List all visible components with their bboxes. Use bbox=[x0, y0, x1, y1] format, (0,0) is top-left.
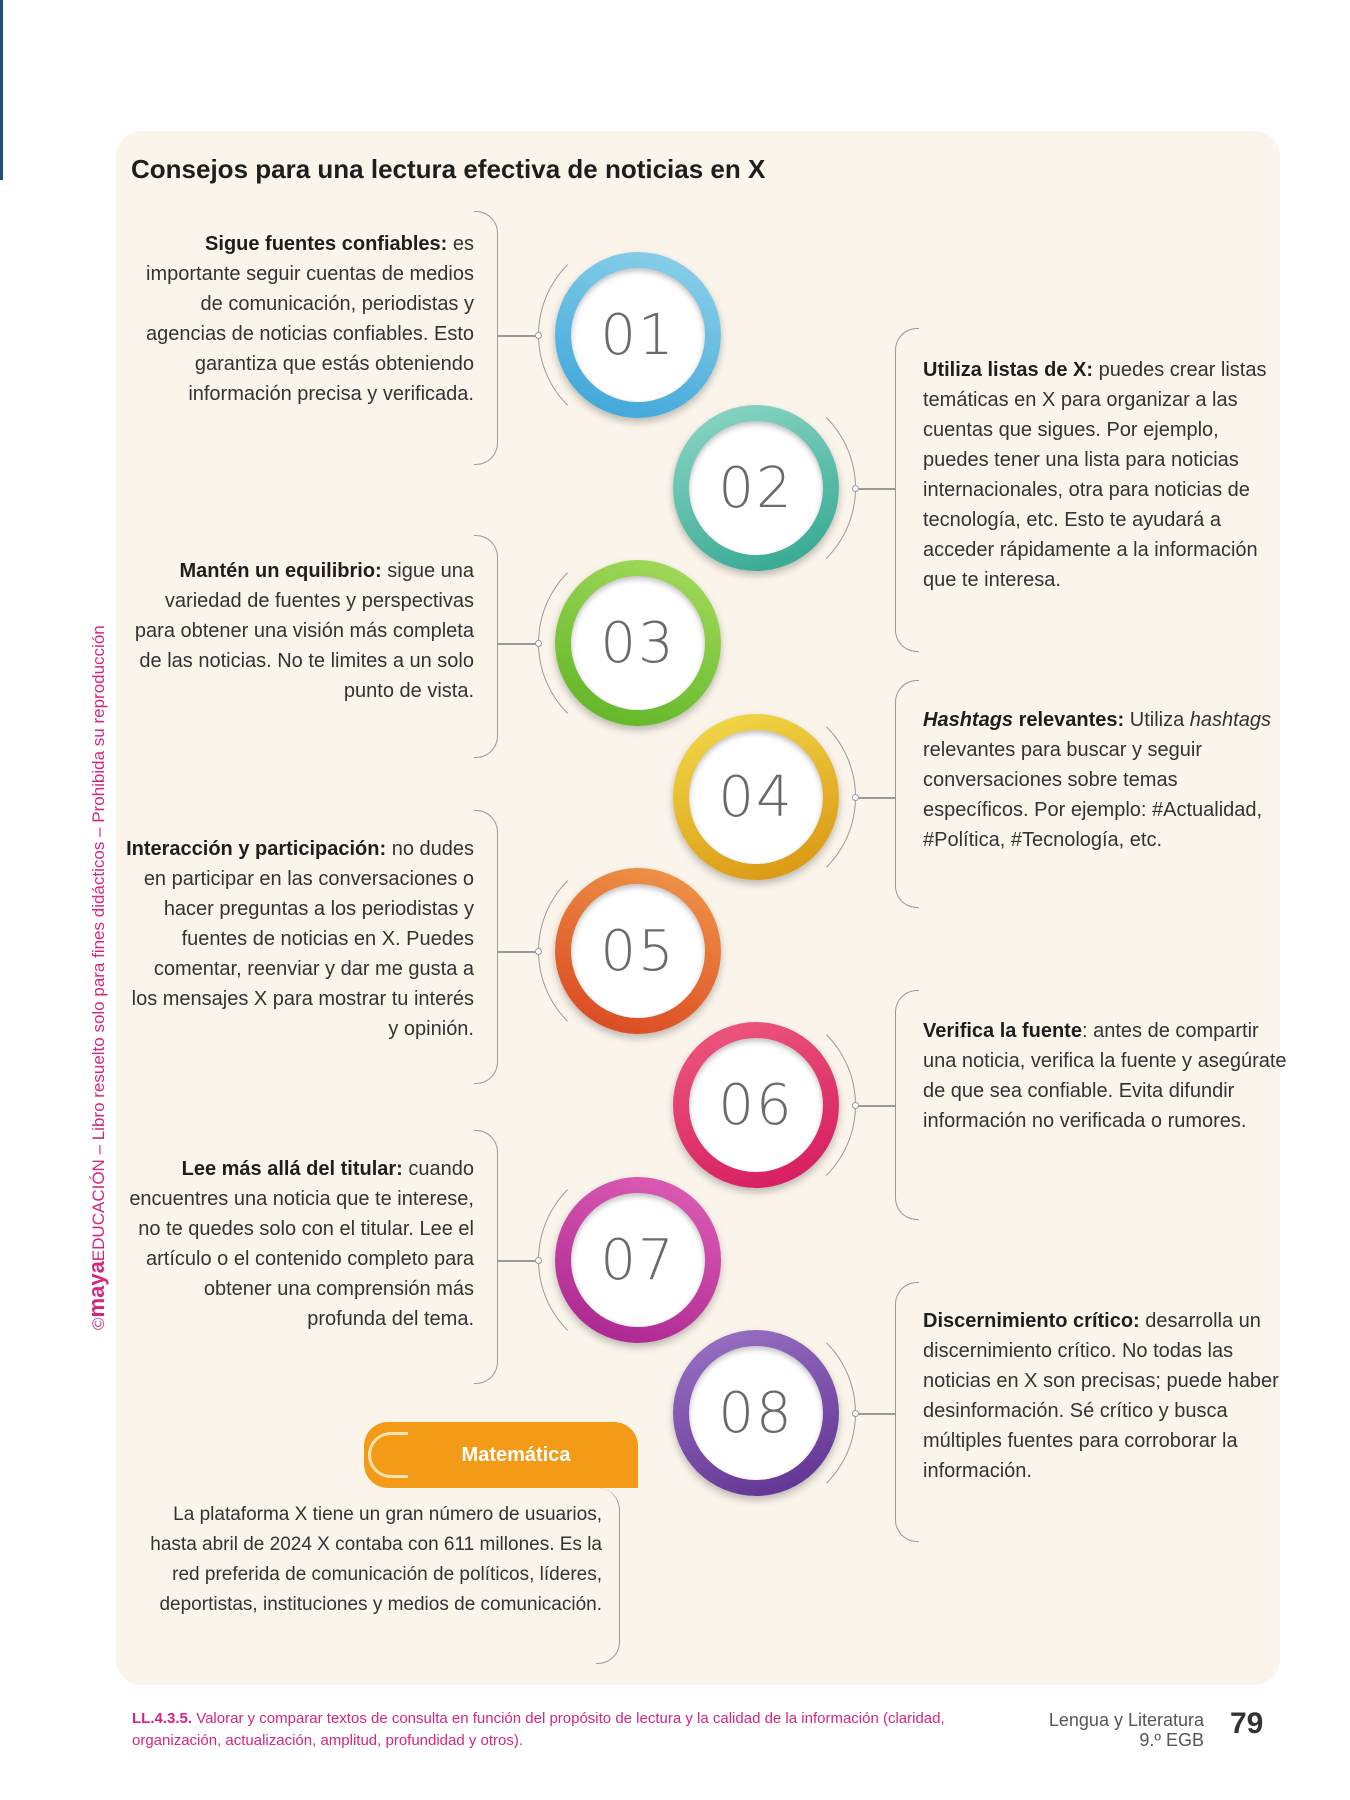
step-number: 02 bbox=[689, 421, 823, 555]
connector-line bbox=[856, 797, 896, 799]
tip-body: no dudes en participar en las conversaci… bbox=[131, 838, 474, 1040]
tip-body: relevantes para buscar y seguir conversa… bbox=[923, 739, 1263, 851]
step-number: 06 bbox=[689, 1038, 823, 1172]
step-number: 08 bbox=[689, 1346, 823, 1480]
connector-line bbox=[498, 335, 538, 337]
page-number: 79 bbox=[1230, 1707, 1264, 1740]
tip-lead: Mantén un equilibrio: bbox=[179, 560, 382, 582]
tip-lead: Sigue fuentes confiables: bbox=[205, 233, 448, 255]
tip-body: puedes crear listas temáticas en X para … bbox=[923, 359, 1267, 591]
connector-dot bbox=[535, 332, 542, 339]
connector-line bbox=[856, 488, 896, 490]
copyright-notice: ©mayaEDUCACIÓN – Libro resuelto solo par… bbox=[84, 625, 110, 1330]
math-icon bbox=[368, 1432, 408, 1478]
tip-text-05: Interacción y participación: no dudes en… bbox=[124, 834, 474, 1044]
connector-dot bbox=[852, 1102, 859, 1109]
connector-line bbox=[498, 951, 538, 953]
copyright-symbol: © bbox=[89, 1317, 108, 1330]
connector-dot bbox=[852, 485, 859, 492]
grade: 9.º EGB bbox=[1139, 1730, 1204, 1750]
connector-dot bbox=[852, 794, 859, 801]
footer-subject: Lengua y Literatura 9.º EGB bbox=[1049, 1710, 1204, 1750]
tip-text-02: Utiliza listas de X: puedes crear listas… bbox=[923, 355, 1288, 595]
step-number: 05 bbox=[571, 884, 705, 1018]
tip-lead: Interacción y participación: bbox=[126, 838, 387, 860]
connector-line bbox=[856, 1105, 896, 1107]
math-tab: Matemática bbox=[364, 1422, 638, 1488]
tip-lead: Discernimiento crítico: bbox=[923, 1310, 1140, 1332]
tip-body: sigue una variedad de fuentes y perspect… bbox=[134, 560, 474, 702]
tip-body: : antes de compartir una noticia, verifi… bbox=[923, 1020, 1287, 1132]
tip-body: desarrolla un discernimiento crítico. No… bbox=[923, 1310, 1279, 1482]
tip-text-08: Discernimiento crítico: desarrolla un di… bbox=[923, 1306, 1288, 1486]
tip-body: cuando encuentres una noticia que te int… bbox=[129, 1158, 474, 1330]
step-circle: 01 bbox=[555, 252, 721, 418]
step-circle: 07 bbox=[555, 1177, 721, 1343]
step-number: 01 bbox=[571, 268, 705, 402]
tip-lead: Verifica la fuente bbox=[923, 1020, 1082, 1042]
step-circle: 04 bbox=[673, 714, 839, 880]
text-bracket bbox=[474, 1130, 498, 1384]
math-text: La plataforma X tiene un gran número de … bbox=[150, 1504, 602, 1615]
tip-body: es importante seguir cuentas de medios d… bbox=[146, 233, 474, 405]
tip-text-06: Verifica la fuente: antes de compartir u… bbox=[923, 1016, 1288, 1136]
math-label: Matemática bbox=[461, 1443, 571, 1466]
tip-text-04: Hashtags relevantes: Utiliza hashtags re… bbox=[923, 705, 1288, 855]
text-bracket bbox=[895, 680, 919, 908]
text-bracket bbox=[474, 810, 498, 1084]
connector-dot bbox=[535, 640, 542, 647]
tip-text-07: Lee más allá del titular: cuando encuent… bbox=[124, 1154, 474, 1334]
step-circle: 06 bbox=[673, 1022, 839, 1188]
connector-line bbox=[498, 643, 538, 645]
connector-dot bbox=[852, 1410, 859, 1417]
connector-line bbox=[856, 1413, 896, 1415]
tip-lead: relevantes: bbox=[1013, 709, 1125, 731]
step-number: 07 bbox=[571, 1193, 705, 1327]
skill-code: LL.4.3.5. bbox=[132, 1710, 193, 1727]
step-number: 04 bbox=[689, 730, 823, 864]
text-bracket bbox=[895, 328, 919, 652]
text-bracket bbox=[895, 1282, 919, 1542]
step-circle: 03 bbox=[555, 560, 721, 726]
connector-dot bbox=[535, 948, 542, 955]
page-title: Consejos para una lectura efectiva de no… bbox=[131, 154, 766, 184]
brand-logo: maya bbox=[84, 1261, 109, 1318]
connector-dot bbox=[535, 1257, 542, 1264]
tip-text-01: Sigue fuentes confiables: es importante … bbox=[124, 229, 474, 409]
step-number: 03 bbox=[571, 576, 705, 710]
copyright-text: EDUCACIÓN – Libro resuelto solo para fin… bbox=[89, 625, 108, 1262]
step-circle: 02 bbox=[673, 405, 839, 571]
footer-skill: LL.4.3.5. Valorar y comparar textos de c… bbox=[132, 1708, 972, 1752]
text-bracket bbox=[474, 211, 498, 465]
tip-text-03: Mantén un equilibrio: sigue una variedad… bbox=[124, 556, 474, 706]
page-edge-line bbox=[0, 0, 3, 180]
tip-lead-italic: Hashtags bbox=[923, 709, 1014, 731]
connector-line bbox=[498, 1260, 538, 1262]
text-bracket bbox=[895, 990, 919, 1220]
tip-lead: Utiliza listas de X: bbox=[923, 359, 1094, 381]
step-circle: 08 bbox=[673, 1330, 839, 1496]
subject: Lengua y Literatura bbox=[1048, 1710, 1204, 1730]
tip-body: Utiliza bbox=[1124, 709, 1190, 731]
tip-body-italic: hashtags bbox=[1189, 709, 1271, 731]
text-bracket bbox=[474, 535, 498, 758]
tip-lead: Lee más allá del titular: bbox=[181, 1158, 403, 1180]
skill-text: Valorar y comparar textos de consulta en… bbox=[132, 1710, 945, 1749]
step-circle: 05 bbox=[555, 868, 721, 1034]
